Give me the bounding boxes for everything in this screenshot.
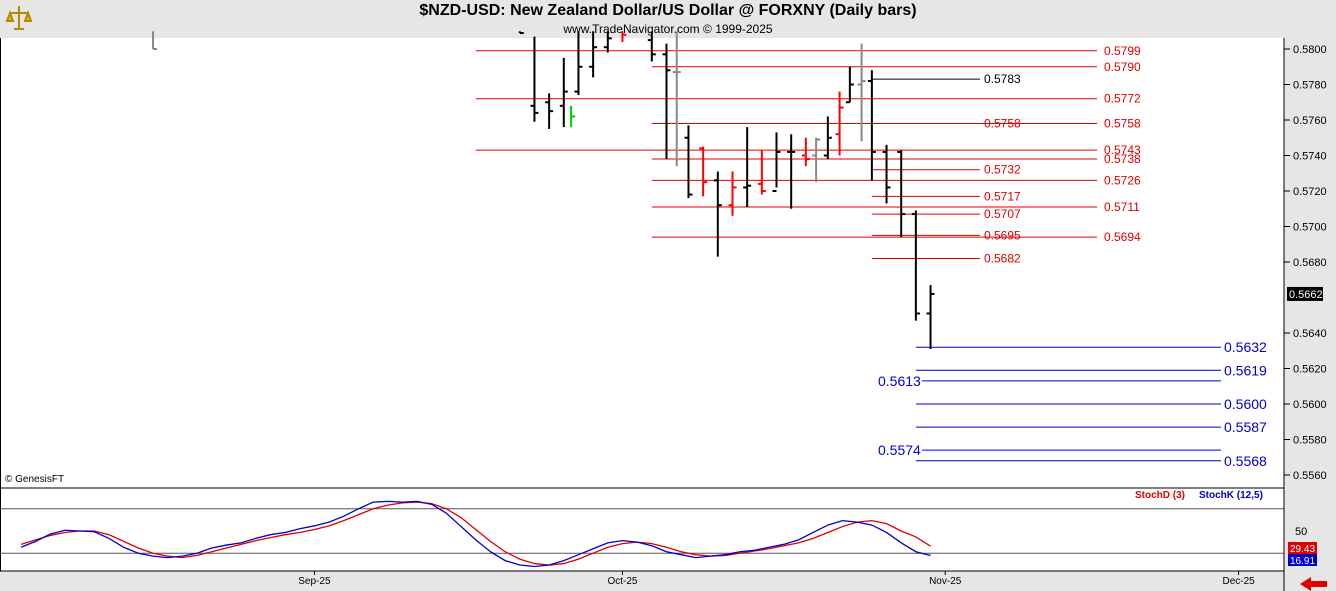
price-bar xyxy=(926,285,935,349)
support-label: 0.5613 xyxy=(878,373,921,389)
stoch-legend-k: StochK (12,5) xyxy=(1199,490,1263,501)
price-bar xyxy=(152,31,158,50)
price-bar xyxy=(672,31,681,167)
price-tick-label: 0.5620 xyxy=(1293,364,1327,376)
price-bar xyxy=(662,43,671,160)
support-label: 0.5568 xyxy=(1224,453,1267,469)
price-tick-label: 0.5600 xyxy=(1293,399,1327,411)
price-tick-label: 0.5560 xyxy=(1293,470,1327,482)
price-bar xyxy=(545,93,554,129)
resistance-label: 0.5758 xyxy=(1104,117,1141,131)
price-tick-label: 0.5760 xyxy=(1293,115,1327,127)
resistance-label: 0.5707 xyxy=(984,207,1021,221)
price-bar xyxy=(812,137,821,183)
resistance-label: 0.5743 xyxy=(1104,143,1141,157)
stoch-tick-label: 50 xyxy=(1295,526,1307,538)
stoch-last-badge xyxy=(1288,542,1317,554)
stoch-last-badge xyxy=(1288,554,1317,566)
price-bar xyxy=(911,210,920,321)
price-tick-label: 0.5780 xyxy=(1293,80,1327,92)
date-axis-panel xyxy=(0,571,1284,591)
resistance-label: 0.5682 xyxy=(984,251,1021,265)
price-bar xyxy=(699,146,708,197)
stoch-line-k xyxy=(20,500,931,568)
price-tick-label: 0.5700 xyxy=(1293,222,1327,234)
price-bar xyxy=(603,31,612,53)
resistance-label: 0.5799 xyxy=(1104,44,1141,58)
price-tick-label: 0.5640 xyxy=(1293,328,1327,340)
support-label: 0.5600 xyxy=(1224,396,1267,412)
resistance-label: 0.5790 xyxy=(1104,60,1141,74)
price-bar xyxy=(713,171,722,257)
resistance-label: 0.5738 xyxy=(1104,152,1141,166)
copyright-label: © GenesisFT xyxy=(5,474,65,485)
price-bar xyxy=(857,43,866,142)
price-bar xyxy=(845,66,854,104)
price-bar xyxy=(647,31,656,62)
main-plot-area xyxy=(0,38,1284,489)
chart-title: $NZD-USD: New Zealand Dollar/US Dollar @… xyxy=(419,2,917,19)
price-bar xyxy=(518,31,524,35)
resistance-label: 0.5695 xyxy=(984,228,1021,242)
chart-subtitle: www.TradeNavigator.com © 1999-2025 xyxy=(563,22,773,36)
price-bar xyxy=(621,31,627,42)
stoch-legend-d: StochD (3) xyxy=(1135,490,1185,501)
price-bar xyxy=(570,105,576,128)
price-bar xyxy=(882,144,891,204)
price-axis-panel xyxy=(1284,38,1336,591)
price-bar xyxy=(684,125,693,199)
date-tick-label: Sep-25 xyxy=(298,576,331,587)
price-bar xyxy=(728,171,737,216)
last-price-label: 0.5662 xyxy=(1289,289,1323,301)
resistance-label: 0.5758 xyxy=(984,117,1021,131)
price-bar xyxy=(574,31,583,96)
scroll-left-arrow-icon[interactable] xyxy=(1300,577,1327,591)
date-tick-label: Nov-25 xyxy=(929,576,962,587)
resistance-label: 0.5772 xyxy=(1104,92,1141,106)
last-price-badge xyxy=(1287,286,1323,301)
price-tick-label: 0.5740 xyxy=(1293,151,1327,163)
price-bar xyxy=(867,70,876,181)
resistance-label: 0.5783 xyxy=(984,72,1021,86)
support-label: 0.5587 xyxy=(1224,419,1267,435)
resistance-label: 0.5732 xyxy=(984,163,1021,177)
stoch-last-label: 16.91 xyxy=(1290,556,1315,567)
price-tick-label: 0.5680 xyxy=(1293,257,1327,269)
stoch-last-label: 29.43 xyxy=(1290,544,1315,555)
price-bar xyxy=(897,150,906,238)
price-tick-label: 0.5580 xyxy=(1293,435,1327,447)
price-tick-label: 0.5800 xyxy=(1293,44,1327,56)
date-tick-label: Dec-25 xyxy=(1222,576,1255,587)
price-bar xyxy=(801,137,810,167)
price-bar xyxy=(772,132,781,192)
resistance-label: 0.5726 xyxy=(1104,173,1141,187)
price-bar xyxy=(823,116,832,160)
price-bar xyxy=(559,57,568,128)
resistance-label: 0.5717 xyxy=(984,189,1021,203)
resistance-label: 0.5711 xyxy=(1104,200,1140,214)
price-bar xyxy=(787,134,796,209)
resistance-label: 0.5694 xyxy=(1104,230,1141,244)
genesis-logo-icon xyxy=(5,6,33,30)
price-tick-label: 0.5720 xyxy=(1293,186,1327,198)
price-bar xyxy=(835,91,844,156)
chart-header xyxy=(0,0,1336,38)
date-tick-label: Oct-25 xyxy=(607,576,637,587)
support-label: 0.5619 xyxy=(1224,362,1267,378)
price-bar xyxy=(743,127,752,207)
price-bar xyxy=(530,36,539,122)
support-label: 0.5574 xyxy=(878,442,921,458)
stoch-line-d xyxy=(20,501,931,566)
price-bar xyxy=(757,150,766,195)
support-label: 0.5632 xyxy=(1224,339,1267,355)
price-bar xyxy=(589,31,598,78)
